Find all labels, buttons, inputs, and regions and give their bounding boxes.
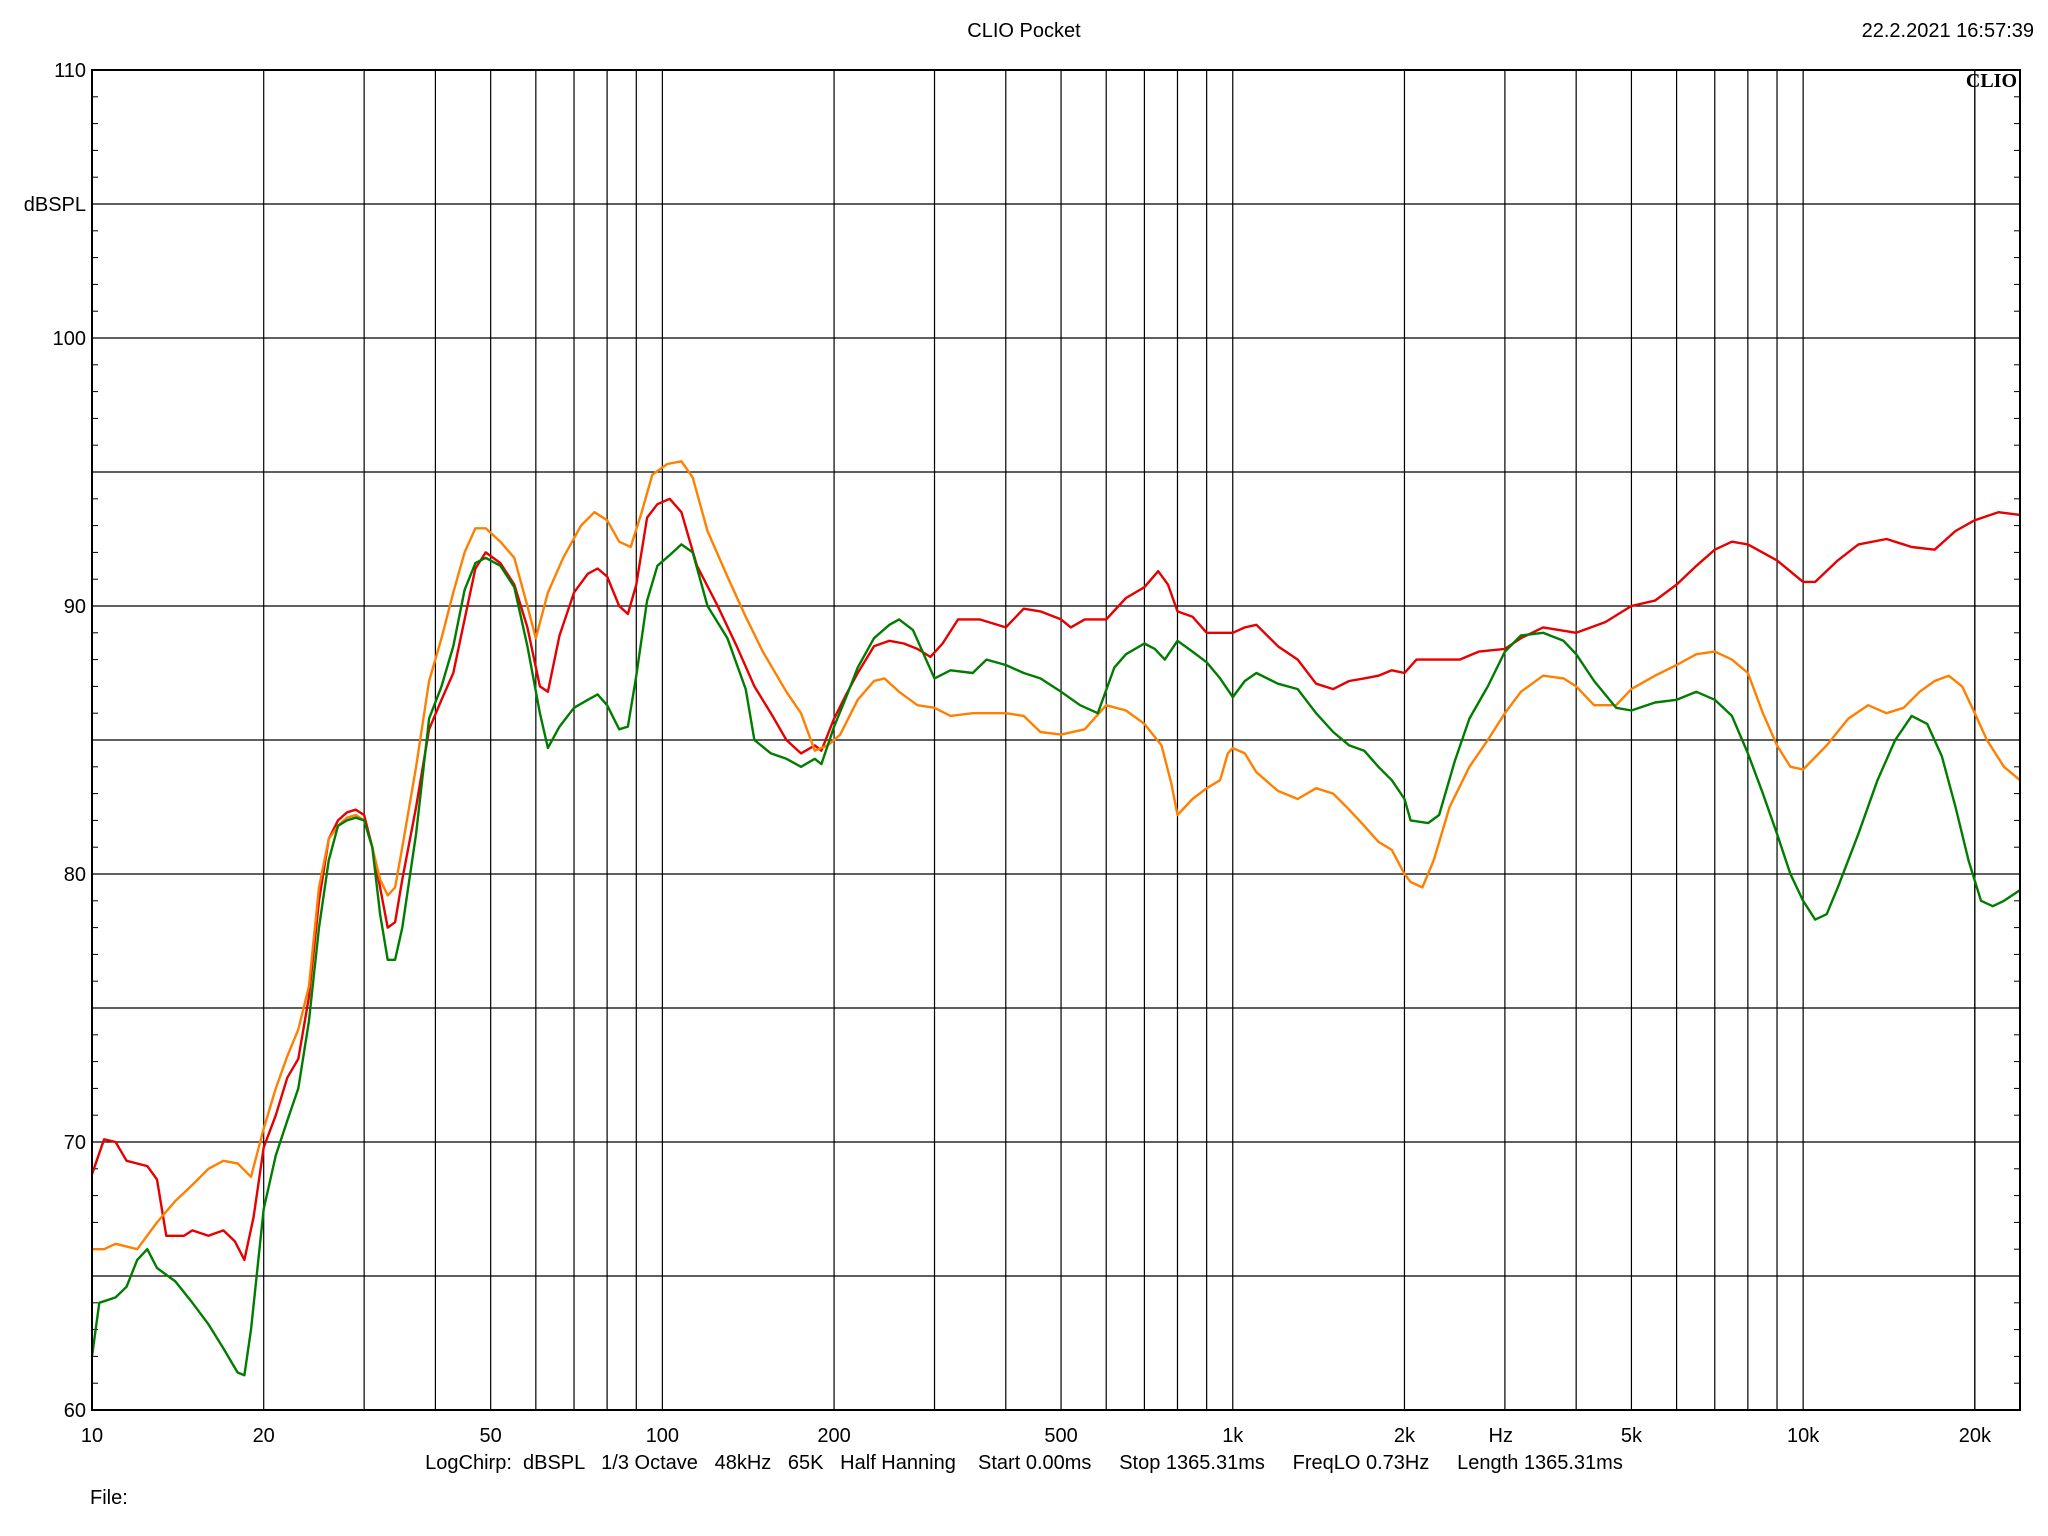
series-line-2 [92, 460, 2021, 1251]
x-tick-labels: 10 20 50 100 200 500 1k 2k 5k 10k 20k [81, 1425, 1992, 1447]
x-tick-label: 10 [81, 1425, 103, 1447]
y-tick-label: 110 [54, 60, 86, 82]
y-tick-label: 70 [64, 1132, 86, 1154]
x-tick-label: 1k [1222, 1425, 1244, 1447]
y-tick-label: 60 [64, 1400, 86, 1422]
y-tick-label: 80 [64, 864, 86, 886]
y-axis-label: dBSPL [24, 194, 86, 216]
x-tick-label: 20k [1959, 1425, 1992, 1447]
y-tick-labels: 110 100 90 80 70 60 [53, 60, 86, 1422]
y-tick-label: 100 [53, 328, 86, 350]
chart-title: CLIO Pocket [967, 20, 1081, 42]
x-tick-label: 50 [480, 1425, 502, 1447]
series-line-3 [90, 543, 2021, 1377]
file-label: File: [90, 1487, 128, 1509]
timestamp: 22.2.2021 16:57:39 [1861, 20, 2034, 42]
x-tick-label: 200 [817, 1425, 850, 1447]
clio-logo: CLIO [1966, 70, 2017, 92]
plot-frame [91, 69, 2021, 1411]
x-tick-label: 2k [1394, 1425, 1416, 1447]
y-tick-label: 90 [64, 596, 86, 618]
x-tick-label: 20 [253, 1425, 275, 1447]
x-tick-label: 100 [646, 1425, 679, 1447]
x-tick-label: 10k [1787, 1425, 1820, 1447]
measurement-settings: LogChirp: dBSPL 1/3 Octave 48kHz 65K Hal… [425, 1452, 1623, 1474]
x-tick-label: 5k [1621, 1425, 1643, 1447]
x-tick-label: 500 [1044, 1425, 1077, 1447]
x-axis-label: Hz [1489, 1425, 1513, 1447]
series-group [90, 460, 2021, 1377]
grid [92, 70, 2020, 1410]
